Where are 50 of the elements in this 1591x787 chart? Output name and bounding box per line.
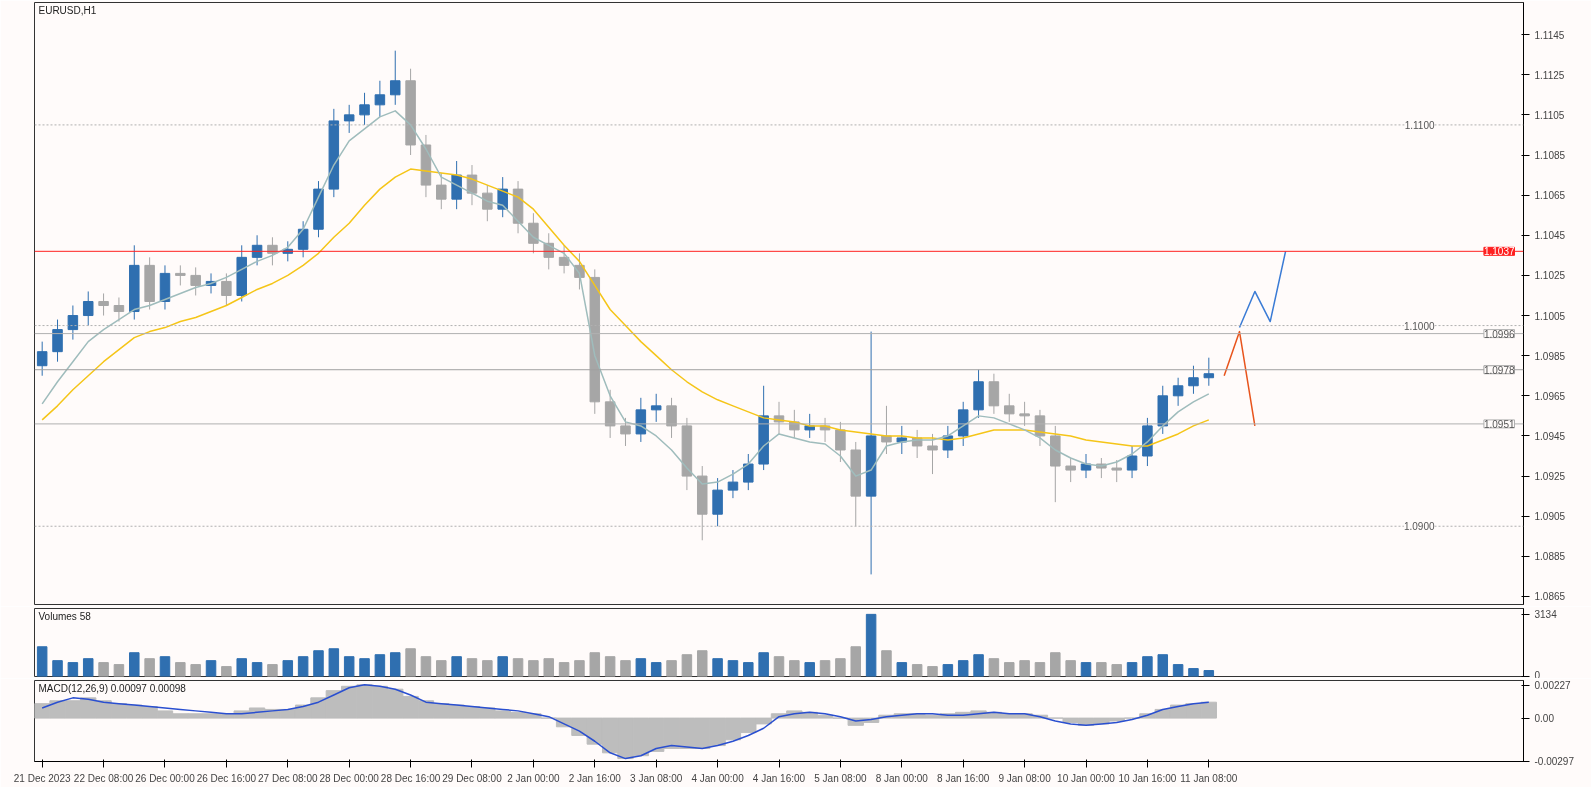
x-tick-label: 28 Dec 16:00: [380, 772, 441, 784]
y-tick-label: 0: [1534, 669, 1541, 681]
y-tick-label: 1.1065: [1534, 190, 1566, 202]
y-tick-label: 3134: [1534, 609, 1558, 621]
x-tick-label: 29 Dec 08:00: [442, 772, 503, 784]
x-tick-label: 22 Dec 08:00: [73, 772, 134, 784]
x-tick-label: 21 Dec 2023: [13, 772, 71, 784]
x-tick-label: 10 Jan 16:00: [1118, 772, 1177, 784]
x-tick-label: 28 Dec 00:00: [319, 772, 380, 784]
y-tick-label: 1.1045: [1534, 230, 1566, 242]
y-tick-label: 1.0925: [1534, 471, 1566, 483]
x-tick-label: 8 Jan 00:00: [875, 772, 929, 784]
chart-title: MACD(12,26,9) 0.00097 0.00098: [38, 682, 187, 694]
y-tick-label: 1.1125: [1534, 69, 1565, 81]
ref-line-label: 1.0900: [1403, 521, 1435, 533]
y-tick-label: -0.00297: [1534, 756, 1575, 768]
y-tick-label: 1.0985: [1534, 350, 1566, 362]
x-tick-label: 11 Jan 08:00: [1180, 772, 1238, 784]
y-tick-label: 1.0885: [1534, 551, 1566, 563]
ref-line-label: 1.0951: [1483, 418, 1515, 430]
x-tick-label: 8 Jan 16:00: [937, 772, 990, 784]
x-tick-label: 2 Jan 00:00: [507, 772, 560, 784]
chart-title: EURUSD,H1: [38, 4, 97, 16]
ref-line-label: 1.0978: [1483, 364, 1515, 376]
x-tick-label: 26 Dec 00:00: [135, 772, 196, 784]
x-tick-label: 4 Jan 16:00: [752, 772, 806, 784]
y-tick-label: 1.1025: [1534, 270, 1566, 282]
ref-line-label: 1.1100: [1404, 119, 1435, 131]
y-tick-label: 0.00: [1534, 713, 1555, 725]
y-tick-label: 1.1105: [1534, 109, 1565, 121]
y-tick-label: 1.1085: [1534, 150, 1566, 162]
x-tick-label: 9 Jan 08:00: [998, 772, 1052, 784]
chart-title: Volumes 58: [38, 610, 92, 622]
ref-line-label: 1.0996: [1483, 328, 1515, 340]
y-tick-label: 1.0965: [1534, 390, 1566, 402]
x-tick-label: 3 Jan 08:00: [630, 772, 683, 784]
x-tick-label: 4 Jan 00:00: [691, 772, 745, 784]
x-tick-label: 10 Jan 00:00: [1057, 772, 1116, 784]
y-tick-label: 1.0945: [1534, 430, 1566, 442]
x-tick-label: 2 Jan 16:00: [568, 772, 622, 784]
y-tick-label: 1.1145: [1534, 29, 1565, 41]
x-tick-label: 5 Jan 08:00: [814, 772, 867, 784]
ref-line-label: 1.1000: [1403, 320, 1435, 332]
x-tick-label: 27 Dec 08:00: [258, 772, 318, 784]
x-tick-label: 26 Dec 16:00: [196, 772, 257, 784]
y-tick-label: 1.0905: [1534, 511, 1566, 523]
y-tick-label: 0.00227: [1534, 680, 1572, 692]
y-tick-label: 1.1005: [1534, 310, 1566, 322]
y-tick-label: 1.0865: [1534, 591, 1566, 603]
ref-line-label: 1.1037: [1483, 246, 1515, 258]
